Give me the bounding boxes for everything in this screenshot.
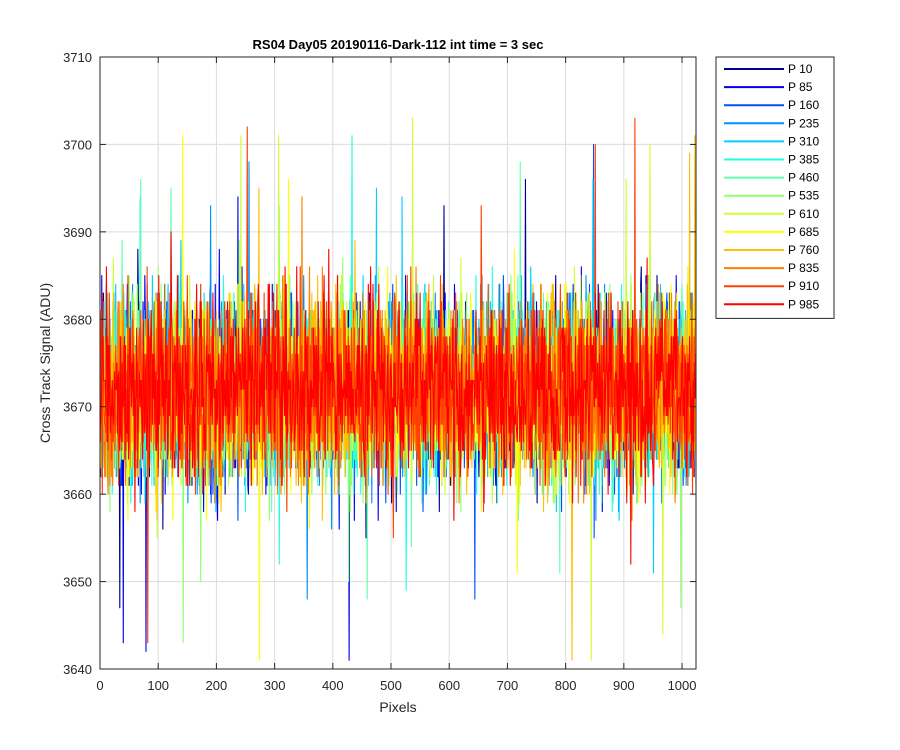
legend-label: P 910 (788, 279, 819, 293)
x-tick-label: 0 (96, 678, 103, 693)
legend-label: P 685 (788, 225, 819, 239)
y-tick-label: 3650 (63, 575, 92, 590)
legend-label: P 610 (788, 207, 819, 221)
legend-label: P 235 (788, 116, 819, 130)
series-lines (100, 117, 696, 661)
x-tick-label: 200 (206, 678, 228, 693)
legend-label: P 835 (788, 261, 819, 275)
legend-label: P 10 (788, 62, 813, 76)
x-tick-label: 900 (613, 678, 635, 693)
legend-label: P 985 (788, 297, 819, 311)
legend: P 10 P 85 P 160 P 235 P 310 P 385 P 460 P 535 P … (715, 56, 835, 319)
x-tick-label: 1000 (668, 678, 697, 693)
legend-box (715, 56, 835, 319)
x-tick-label: 300 (264, 678, 286, 693)
legend-label: P 385 (788, 153, 819, 167)
x-tick-label: 700 (497, 678, 519, 693)
x-tick-label: 500 (380, 678, 402, 693)
y-tick-label: 3680 (63, 312, 92, 327)
legend-label: P 160 (788, 98, 819, 112)
y-axis-label: Cross Track Signal (ADU) (37, 283, 53, 443)
x-tick-label: 600 (438, 678, 460, 693)
x-tick-label: 100 (147, 678, 169, 693)
x-axis-label: Pixels (379, 699, 416, 715)
y-tick-label: 3690 (63, 225, 92, 240)
legend-label: P 85 (788, 80, 813, 94)
y-tick-label: 3700 (63, 137, 92, 152)
plot-frame (99, 56, 697, 670)
legend-label: P 460 (788, 171, 819, 185)
series-line (100, 231, 696, 565)
legend-label: P 535 (788, 189, 819, 203)
y-tick-label: 3660 (63, 487, 92, 502)
axis-ticks: 0 100 200 300 400 500 600 700 800 900 1000 3640 3650… (63, 50, 696, 693)
y-tick-label: 3640 (63, 662, 92, 677)
chart-title: RS04 Day05 20190116-Dark-112 int time = … (253, 37, 544, 52)
x-tick-label: 400 (322, 678, 344, 693)
y-tick-label: 3670 (63, 400, 92, 415)
y-tick-label: 3710 (63, 50, 92, 65)
x-tick-label: 800 (555, 678, 577, 693)
legend-label: P 310 (788, 134, 819, 148)
legend-label: P 760 (788, 243, 819, 257)
